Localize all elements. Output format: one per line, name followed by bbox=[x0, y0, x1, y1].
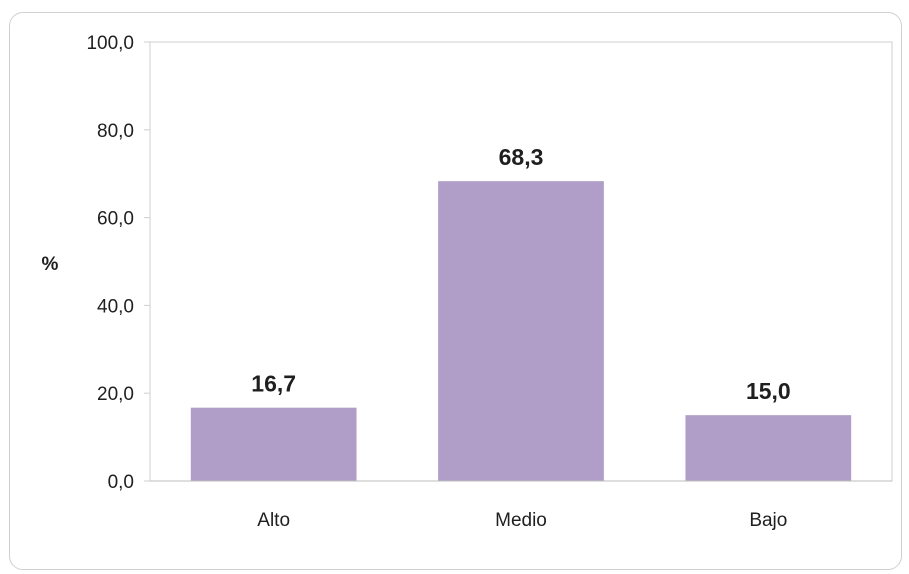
y-tick-label: 60,0 bbox=[97, 209, 134, 230]
bar-alto bbox=[190, 407, 357, 481]
bars bbox=[190, 181, 852, 481]
x-tick-label-medio: Medio bbox=[495, 510, 547, 531]
x-axis-ticks: Alto Medio Bajo bbox=[257, 510, 787, 531]
bar-bajo bbox=[685, 415, 852, 481]
bar-medio bbox=[438, 181, 604, 481]
y-tick-label: 100,0 bbox=[86, 33, 134, 54]
data-label-bajo: 15,0 bbox=[746, 378, 791, 404]
data-label-alto: 16,7 bbox=[251, 371, 296, 397]
y-axis-ticks: 0,0 20,0 40,0 60,0 80,0 100,0 bbox=[86, 33, 150, 493]
y-tick-label: 0,0 bbox=[108, 472, 134, 493]
y-tick-label: 80,0 bbox=[97, 121, 134, 142]
y-axis-title: % bbox=[42, 254, 59, 275]
x-tick-label-bajo: Bajo bbox=[749, 510, 787, 531]
data-label-medio: 68,3 bbox=[499, 144, 544, 170]
y-tick-label: 40,0 bbox=[97, 296, 134, 317]
x-tick-label-alto: Alto bbox=[257, 510, 290, 531]
data-labels: 16,7 68,3 15,0 bbox=[251, 144, 790, 404]
y-tick-label: 20,0 bbox=[97, 384, 134, 405]
